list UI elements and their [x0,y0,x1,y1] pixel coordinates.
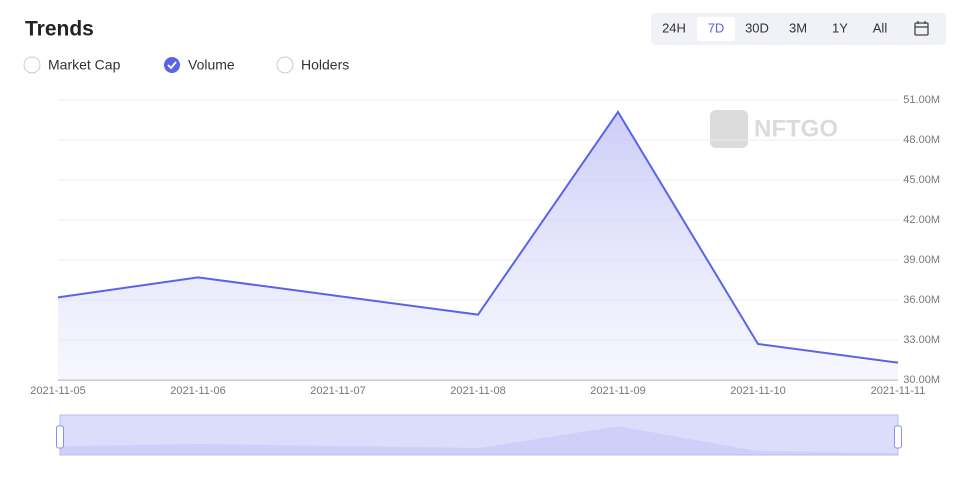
range-selected [697,17,735,41]
y-tick-label: 51.00M [903,94,940,106]
watermark-text: NFTGO [754,115,838,142]
radio[interactable] [23,56,41,74]
x-tick-label: 2021-11-09 [590,385,645,397]
range-button[interactable]: 30D [745,20,769,35]
y-tick-label: 42.00M [903,214,940,226]
slider-area [60,426,898,455]
watermark: NFTGO [710,110,838,148]
y-tick-label: 39.00M [903,254,940,266]
title: Trends [25,18,94,41]
check-icon [167,61,177,70]
x-tick-label: 2021-11-05 [30,385,85,397]
range-selector: 24H 7D 30D 3M 1Y All [651,13,946,45]
y-tick-label: 30.00M [903,374,940,386]
radio[interactable] [276,56,294,74]
range-button[interactable]: 1Y [832,20,848,35]
x-tick-label: 2021-11-06 [170,385,225,397]
metric-options: Market Cap Volume Holders [23,56,349,74]
x-tick-label: 2021-11-11 [871,385,926,397]
range-button[interactable]: 7D [708,20,725,35]
range-button[interactable]: All [873,20,888,35]
slider-handle[interactable] [894,425,902,449]
calendar-icon[interactable] [914,21,929,36]
plot: 30.00M 33.00M 36.00M 39.00M 42.00M 45.00M 48.0… [30,94,940,456]
radio-checked[interactable] [164,57,180,73]
area [58,112,898,380]
x-tick-label: 2021-11-08 [450,385,505,397]
y-tick-label: 48.00M [903,134,940,146]
range-button[interactable]: 3M [789,20,807,35]
x-tick-label: 2021-11-07 [310,385,365,397]
option-label[interactable]: Holders [301,57,349,73]
y-tick-label: 36.00M [903,294,940,306]
y-tick-label: 45.00M [903,174,940,186]
y-tick-label: 33.00M [903,334,940,346]
option-label[interactable]: Volume [188,57,235,73]
range-button[interactable]: 24H [662,20,686,35]
slider-handle[interactable] [56,425,64,449]
option-label[interactable]: Market Cap [48,57,121,73]
slider-window [59,414,899,456]
line [57,110,899,364]
x-tick-label: 2021-11-10 [730,385,785,397]
